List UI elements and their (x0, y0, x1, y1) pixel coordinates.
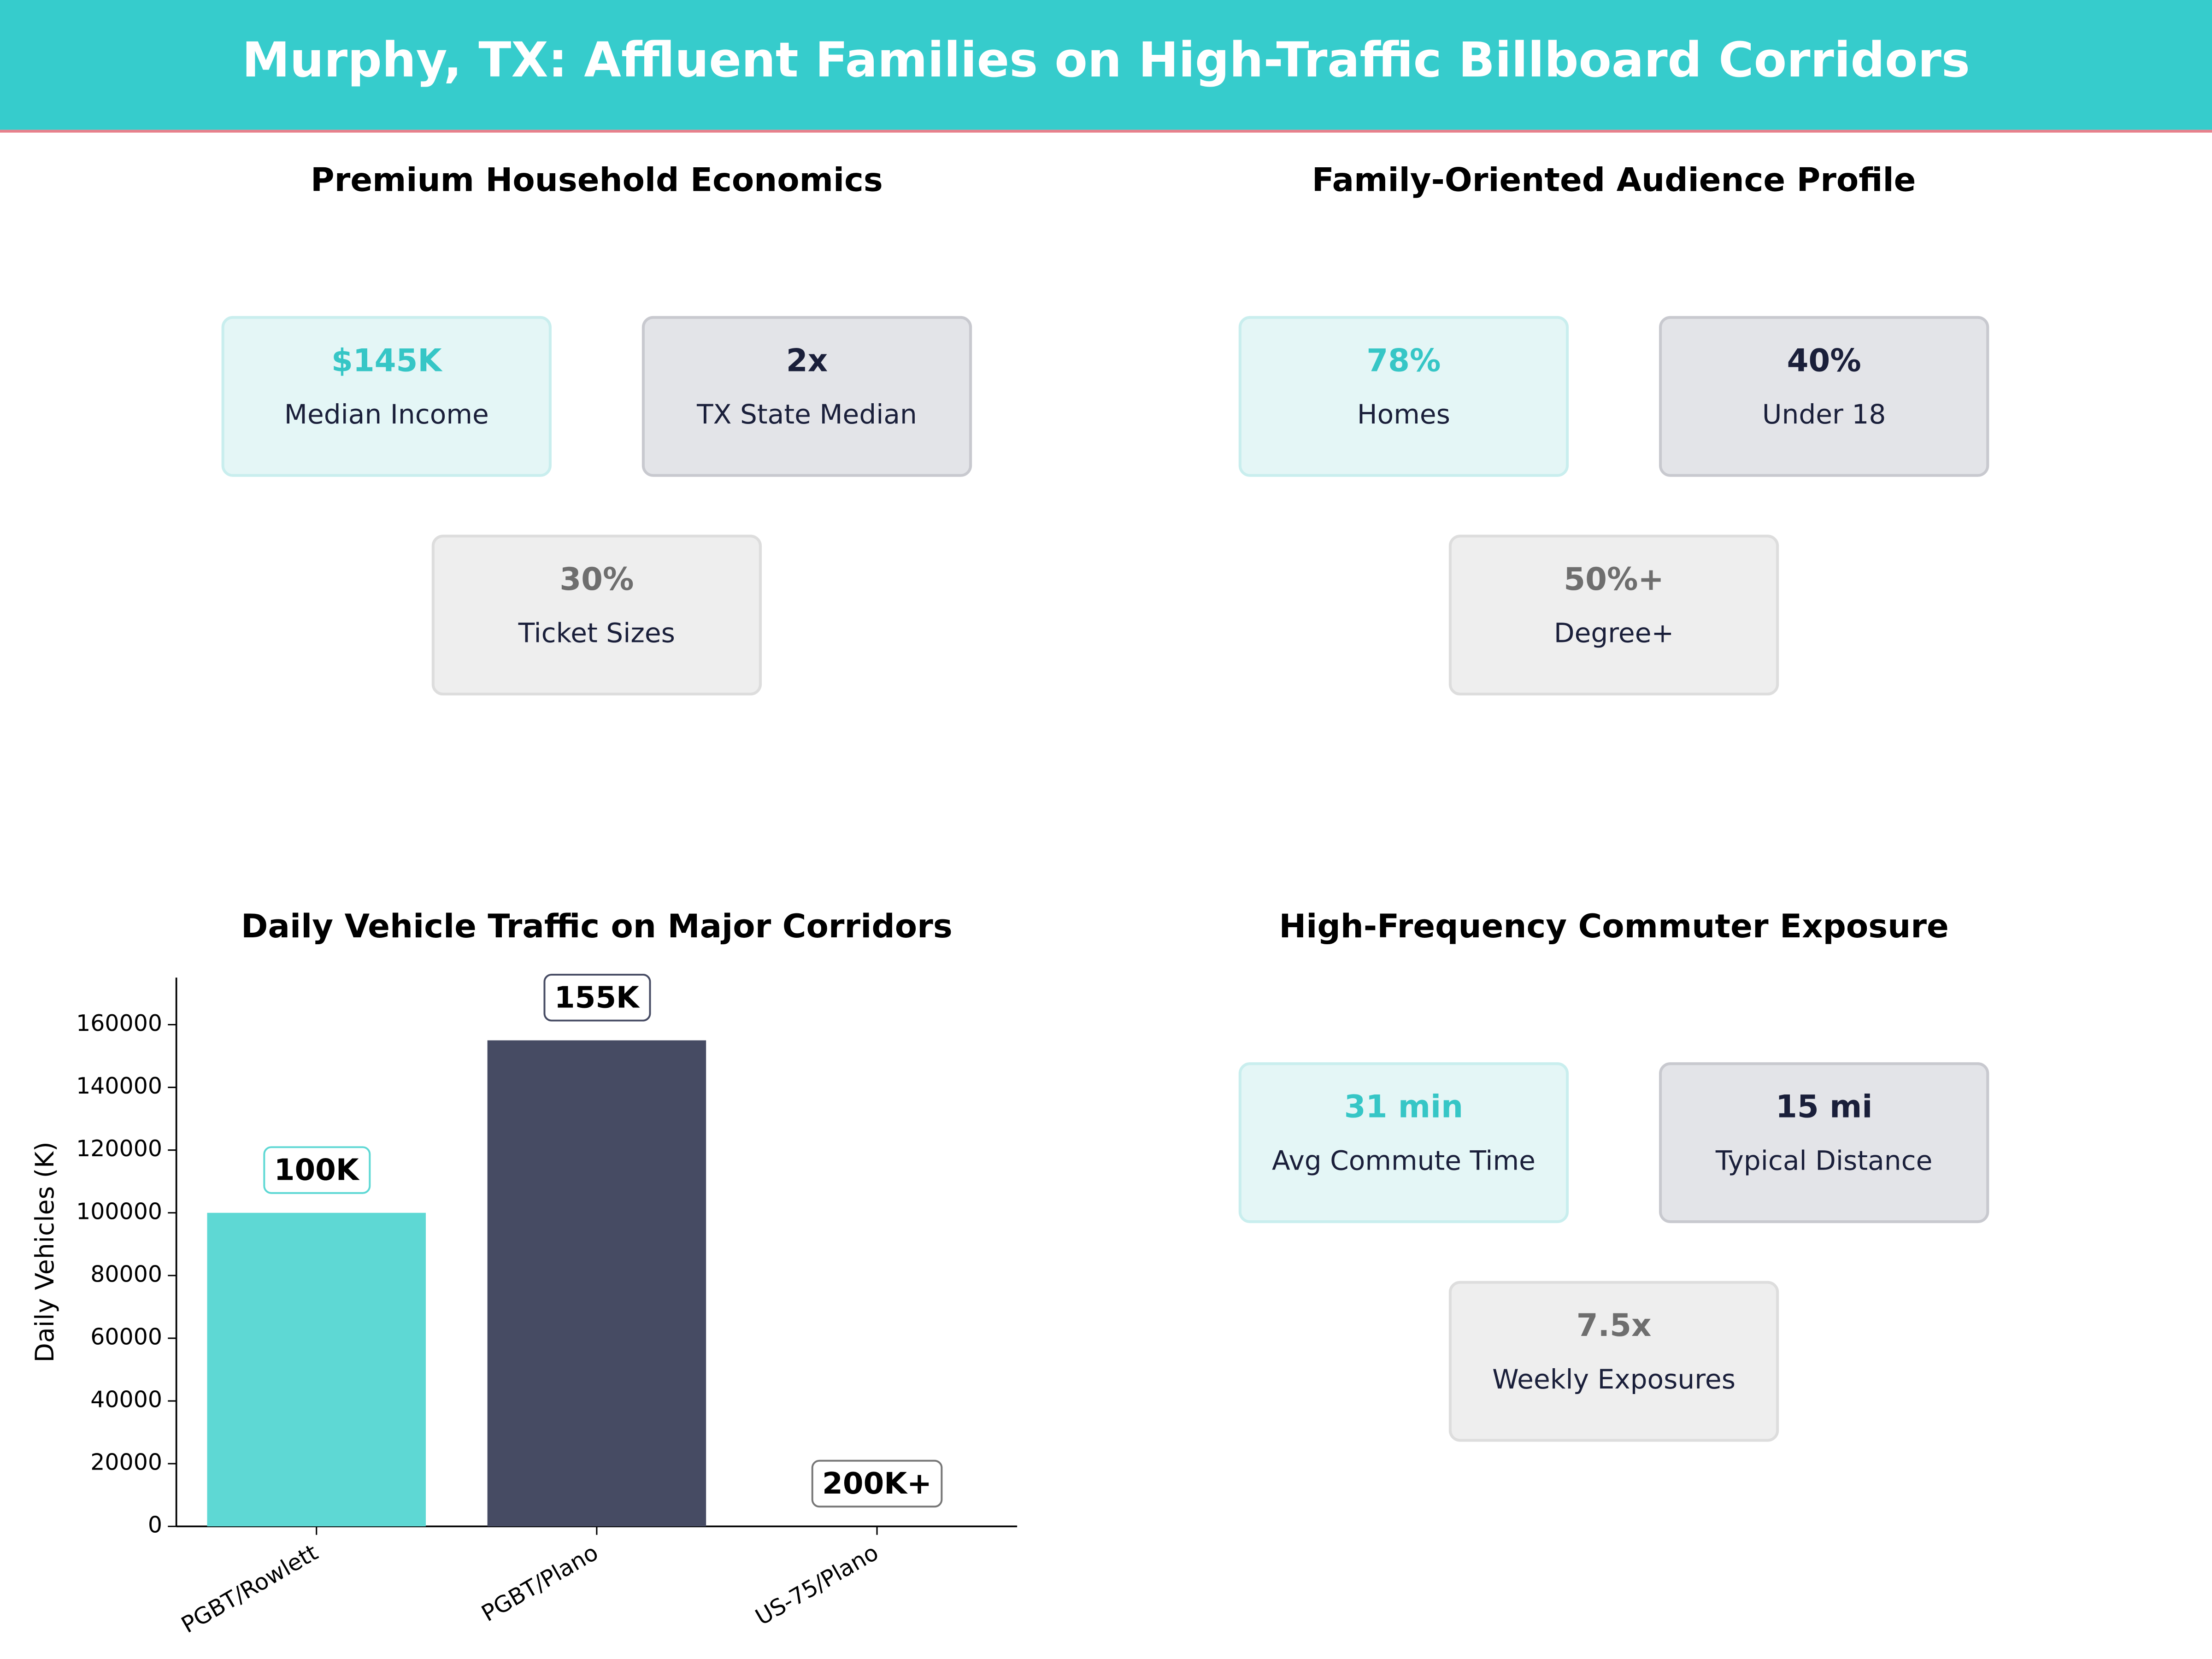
panel-title: Premium Household Economics (311, 161, 883, 199)
value-label: 200K+ (822, 1466, 932, 1501)
value-label-box (543, 974, 651, 1022)
card-box (1238, 316, 1569, 477)
value-label-box (811, 1459, 943, 1508)
page-title: Murphy, TX: Affluent Families on High-Tr… (242, 32, 1970, 88)
card-box (641, 316, 972, 477)
card-box (1448, 535, 1779, 696)
x-tick-label: PGBT/Rowlett (177, 1539, 323, 1638)
y-tick-label: 120000 (76, 1135, 162, 1162)
value-label: 155K (554, 980, 640, 1015)
stat-card: 7.5x Weekly Exposures (1448, 1281, 1779, 1442)
card-label: Degree+ (1554, 618, 1674, 649)
x-tick-label: US-75/Plano (751, 1539, 883, 1630)
card-box (221, 316, 552, 477)
stat-card: 31 min Avg Commute Time (1238, 1062, 1569, 1224)
card-box (1659, 1062, 1989, 1224)
stat-card: 2x TX State Median (641, 316, 972, 477)
stat-card: 40% Under 18 (1659, 316, 1989, 477)
card-label: Homes (1357, 399, 1450, 430)
card-label: Typical Distance (1715, 1145, 1933, 1177)
card-value: 40% (1787, 342, 1861, 378)
card-label: Weekly Exposures (1492, 1364, 1735, 1395)
card-box (1659, 316, 1989, 477)
stat-card: 50%+ Degree+ (1448, 535, 1779, 696)
card-label: Avg Commute Time (1272, 1145, 1535, 1177)
stat-card: 30% Ticket Sizes (431, 535, 762, 696)
x-tick-label: PGBT/Plano (477, 1539, 602, 1627)
card-value: 78% (1366, 342, 1441, 378)
card-value: 50%+ (1564, 561, 1664, 597)
card-value: 30% (559, 561, 634, 597)
card-label: Under 18 (1762, 399, 1886, 430)
value-label-box (263, 1146, 371, 1194)
value-label: 100K (274, 1153, 360, 1188)
y-tick-label: 100000 (76, 1198, 162, 1224)
card-label: Median Income (284, 399, 489, 430)
card-box (1448, 1281, 1779, 1442)
y-tick-label: 60000 (90, 1324, 162, 1350)
y-tick-label: 160000 (76, 1010, 162, 1036)
card-value: 2x (786, 342, 828, 378)
y-tick-label: 80000 (90, 1261, 162, 1287)
panel-title: Family-Oriented Audience Profile (1312, 161, 1916, 199)
header-rule (0, 129, 2212, 133)
card-box (431, 535, 762, 696)
y-axis-label: Daily Vehicles (K) (30, 1141, 59, 1362)
y-tick-label: 20000 (90, 1449, 162, 1476)
card-label: TX State Median (696, 399, 917, 430)
y-tick-label: 0 (148, 1512, 162, 1538)
stat-card: $145K Median Income (221, 316, 552, 477)
stat-card: 78% Homes (1238, 316, 1569, 477)
card-label: Ticket Sizes (518, 618, 675, 649)
card-value: 15 mi (1776, 1088, 1872, 1125)
bar (207, 1212, 426, 1527)
card-value: $145K (331, 342, 443, 378)
y-tick-label: 40000 (90, 1387, 162, 1413)
chart-title: Daily Vehicle Traffic on Major Corridors (241, 907, 953, 945)
card-value: 7.5x (1577, 1307, 1652, 1343)
card-value: 31 min (1344, 1088, 1463, 1125)
panel-title: High-Frequency Commuter Exposure (1279, 907, 1948, 945)
stat-card: 15 mi Typical Distance (1659, 1062, 1989, 1224)
card-box (1238, 1062, 1569, 1224)
header-bar (0, 0, 2212, 130)
bar (487, 1040, 706, 1527)
y-tick-label: 140000 (76, 1073, 162, 1099)
